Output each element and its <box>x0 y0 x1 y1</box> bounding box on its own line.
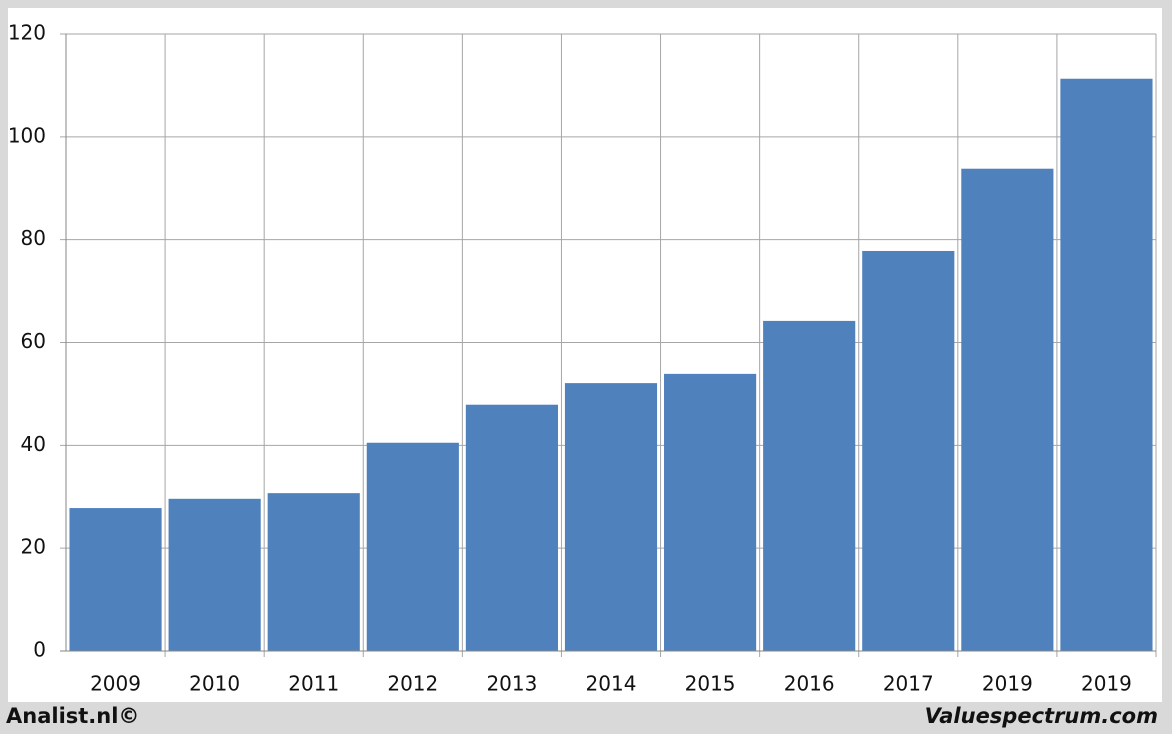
y-tick-label: 80 <box>21 226 46 250</box>
bar <box>267 493 360 651</box>
bar <box>168 498 261 651</box>
bar <box>664 373 757 651</box>
x-tick-label: 2011 <box>288 672 339 696</box>
credit-left: Analist.nl© <box>6 704 139 728</box>
x-tick-label: 2016 <box>784 672 835 696</box>
bar <box>1060 78 1153 652</box>
y-tick-label: 60 <box>21 329 46 353</box>
y-tick-label: 0 <box>33 638 46 662</box>
bar <box>69 508 162 651</box>
x-tick-label: 2014 <box>586 672 637 696</box>
bar <box>763 320 856 651</box>
x-tick-label: 2019 <box>982 672 1033 696</box>
bar <box>366 442 459 651</box>
credit-right: Valuespectrum.com <box>925 704 1158 728</box>
bar <box>961 168 1054 651</box>
bar <box>465 404 558 651</box>
x-tick-label: 2009 <box>90 672 141 696</box>
x-tick-label: 2012 <box>387 672 438 696</box>
y-tick-label: 120 <box>8 21 46 45</box>
x-tick-label: 2015 <box>685 672 736 696</box>
x-tick-label: 2010 <box>189 672 240 696</box>
y-tick-label: 100 <box>8 123 46 147</box>
x-tick-label: 2019 <box>1081 672 1132 696</box>
y-tick-label: 20 <box>21 535 46 559</box>
bar <box>564 383 658 651</box>
x-tick-label: 2013 <box>486 672 537 696</box>
x-tick-label: 2017 <box>883 672 934 696</box>
bar <box>862 250 955 651</box>
y-tick-label: 40 <box>21 432 46 456</box>
